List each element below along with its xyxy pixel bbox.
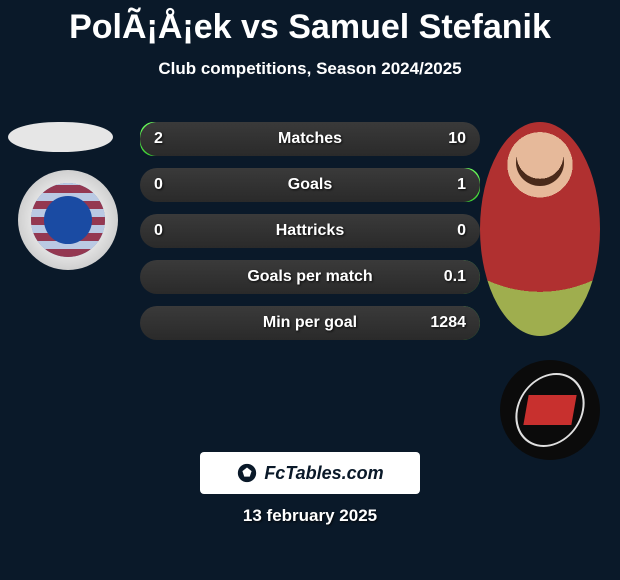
player-left-photo (8, 122, 113, 152)
player-right-photo (480, 122, 600, 336)
stat-label: Min per goal (204, 314, 416, 332)
watermark-text: FcTables.com (264, 463, 383, 484)
stat-value-left: 2 (154, 130, 204, 148)
stat-value-right: 0.1 (416, 268, 466, 286)
stat-row: Min per goal1284 (140, 306, 480, 340)
stat-label: Matches (204, 130, 416, 148)
club-badge-left (18, 170, 118, 270)
stat-value-right: 1 (416, 176, 466, 194)
stat-value-right: 10 (416, 130, 466, 148)
stat-value-left: 0 (154, 176, 204, 194)
stat-label: Goals per match (204, 268, 416, 286)
subtitle: Club competitions, Season 2024/2025 (0, 59, 620, 79)
stat-row: Goals per match0.1 (140, 260, 480, 294)
club-badge-right-inner (523, 395, 576, 425)
stat-row: 2Matches10 (140, 122, 480, 156)
date-label: 13 february 2025 (243, 506, 377, 526)
stat-value-left: 0 (154, 222, 204, 240)
stat-row: 0Hattricks0 (140, 214, 480, 248)
stats-panel: 2Matches100Goals10Hattricks0Goals per ma… (140, 122, 480, 352)
stat-label: Hattricks (204, 222, 416, 240)
stat-label: Goals (204, 176, 416, 194)
page-title: PolÃ¡Å¡ek vs Samuel Stefanik (0, 0, 620, 47)
watermark: FcTables.com (200, 452, 420, 494)
club-badge-left-inner (31, 183, 105, 257)
soccer-ball-icon (236, 462, 258, 484)
stat-value-right: 1284 (416, 314, 466, 332)
stat-value-right: 0 (416, 222, 466, 240)
stat-row: 0Goals1 (140, 168, 480, 202)
club-badge-right (500, 360, 600, 460)
